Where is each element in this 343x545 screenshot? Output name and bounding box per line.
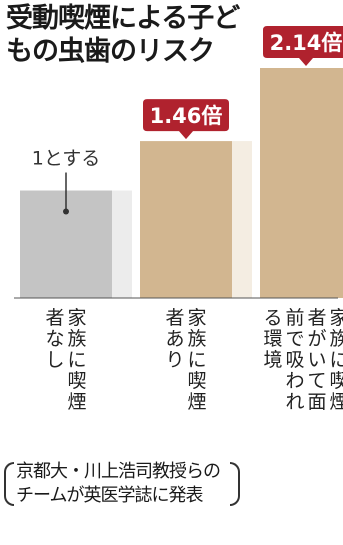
bar-shadow-1 [112,190,132,298]
bar-2 [140,141,232,298]
value-label-2: 1.46倍 [150,104,223,128]
value-leader-dot-1 [63,208,69,215]
source-note: 京都大・川上浩司教授らのチームが英医学誌に発表 [4,460,240,508]
bar-shadow-2 [232,141,252,298]
value-callout-3 [263,26,343,66]
value-label-3: 2.14倍 [270,31,343,55]
value-callout-2 [143,99,229,140]
value-label-1: 1とする [32,148,101,170]
bar-3 [260,68,343,298]
category-label-3: 家族に喫煙者がいて面前で吸われる環境 [263,307,343,413]
category-label-2: 家族に喫煙者あり [165,307,206,413]
category-label-1: 家族に喫煙者なし [45,307,86,413]
chart-title: 受動喫煙による子どもの虫歯のリスク [6,3,240,67]
